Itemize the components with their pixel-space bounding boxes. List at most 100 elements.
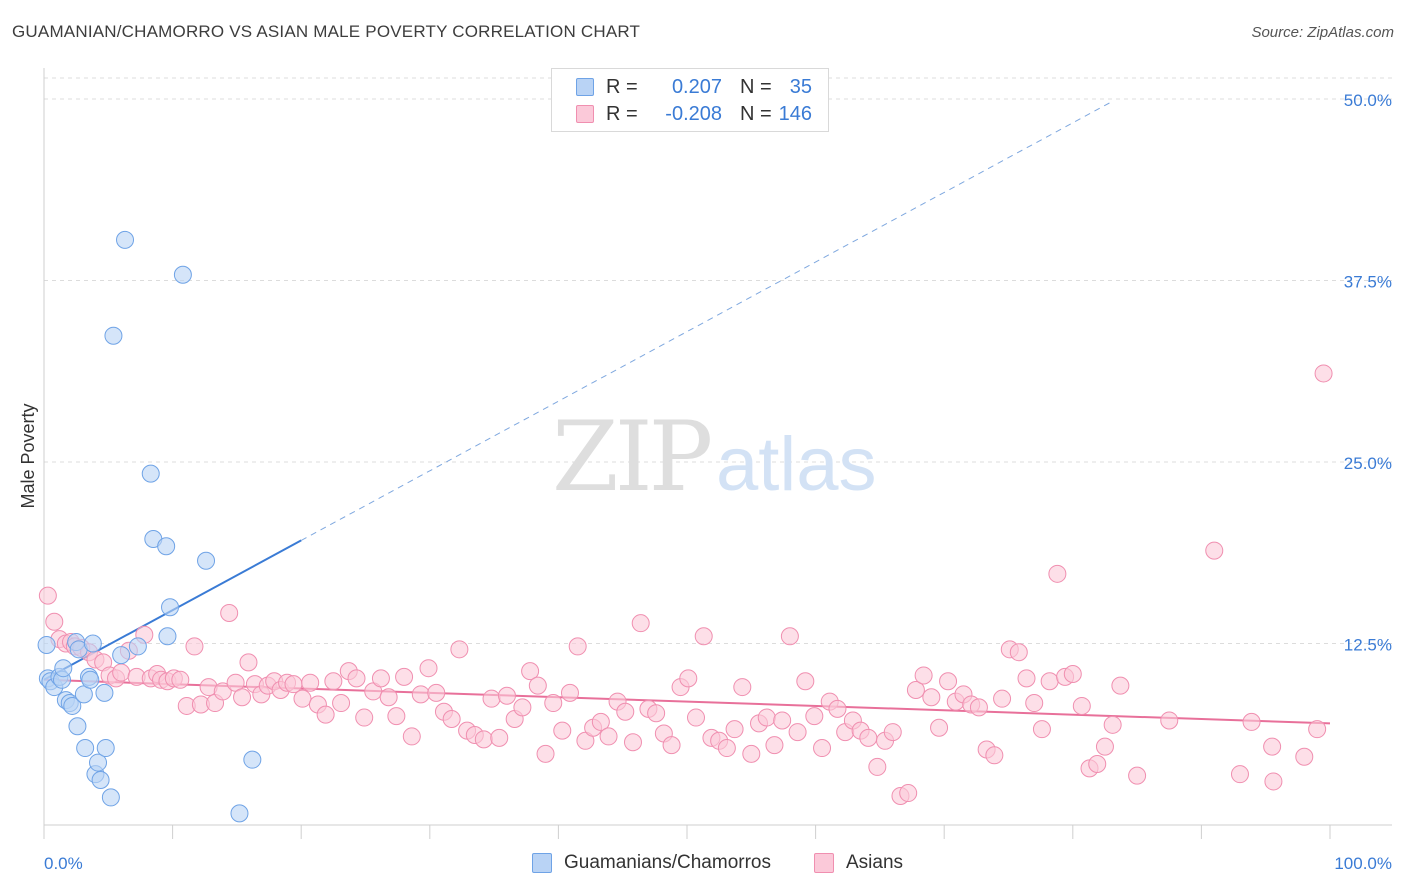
asian-point [1025, 694, 1044, 713]
correlation-legend: R = 0.207 N = 35 R = -0.208 N = 146 [551, 68, 829, 132]
tick-labels: 12.5% 25.0% 37.5% 50.0% 0.0% 100.0% [44, 91, 1392, 873]
legend-row-guamanian: R = 0.207 N = 35 [576, 75, 812, 99]
asian-point [1128, 766, 1147, 785]
guamanian-point [83, 634, 102, 653]
asian-point [687, 708, 706, 727]
asian-point [930, 718, 949, 737]
asian-point [616, 702, 635, 721]
series-legend: Guamanians/Chamorros Asians [0, 852, 1406, 876]
asian-point [1314, 364, 1333, 383]
asian-point [725, 720, 744, 739]
asian-point [985, 746, 1004, 765]
asian-point [969, 698, 988, 717]
asian-point [1264, 772, 1283, 791]
guamanian-point [128, 637, 147, 656]
asian-point [284, 675, 303, 694]
watermark: ZIP atlas [552, 401, 877, 513]
y-axis-label: Male Poverty [18, 403, 38, 508]
legend-swatch-guamanian [576, 78, 594, 96]
legend-n-label: N = [740, 102, 772, 125]
y-tick-label: 12.5% [1344, 636, 1392, 655]
asian-point [868, 757, 887, 776]
series-legend-guamanian[interactable]: Guamanians/Chamorros [532, 852, 771, 874]
legend-n-label: N = [740, 75, 772, 98]
asian-point [757, 708, 776, 727]
asian-point [560, 683, 579, 702]
legend-swatch-asian [576, 105, 594, 123]
asian-point [513, 698, 532, 717]
asian-point [387, 707, 406, 726]
asian-point [679, 669, 698, 688]
asian-point [780, 627, 799, 646]
asian-point [1072, 696, 1091, 715]
asian-point [742, 744, 761, 763]
asian-point [233, 688, 252, 707]
x-tick-label: 0.0% [44, 854, 83, 873]
x-tick-label: 100.0% [1334, 854, 1392, 873]
asian-point [1111, 676, 1130, 695]
asian-point [482, 689, 501, 708]
asian-point [899, 784, 918, 803]
asian-point [474, 730, 493, 749]
asian-point [717, 739, 736, 758]
asian-point [914, 666, 933, 685]
legend-n-value: 35 [789, 75, 812, 98]
guamanian-point [91, 770, 110, 789]
asian-point [1103, 715, 1122, 734]
asian-point [631, 614, 650, 633]
asian-point [788, 723, 807, 742]
watermark-atlas: atlas [716, 422, 877, 507]
asian-point [301, 673, 320, 692]
asian-point [1009, 643, 1028, 662]
legend-r-value: 0.207 [671, 75, 722, 98]
asian-point [1160, 711, 1179, 730]
asian-point [293, 689, 312, 708]
asian-point [765, 736, 784, 755]
asian-point [324, 672, 343, 691]
series-swatch-asian [814, 853, 834, 873]
asian-point [347, 669, 366, 688]
asian-point [599, 727, 618, 746]
guamanian-point [158, 627, 177, 646]
asian-point [623, 733, 642, 752]
asian-point [411, 685, 430, 704]
asian-point [796, 672, 815, 691]
asian-point [379, 688, 398, 707]
guamanian-point [89, 753, 108, 772]
guamanian-point [230, 804, 249, 823]
asian-point [1230, 765, 1249, 784]
guamanian-point [101, 788, 120, 807]
asian-point [939, 672, 958, 691]
asian-point [497, 686, 516, 705]
asian-point [662, 736, 681, 755]
guamanian-point [197, 551, 216, 570]
legend-r-label: R = [606, 75, 638, 98]
asian-point [213, 682, 232, 701]
chart-title: GUAMANIAN/CHAMORRO VS ASIAN MALE POVERTY… [12, 22, 641, 41]
asian-point [828, 699, 847, 718]
asian-point [528, 676, 547, 695]
guamanian-point [161, 598, 180, 617]
legend-n-value: 146 [778, 102, 812, 125]
guamanian-point [54, 659, 73, 678]
asian-point [112, 663, 131, 682]
asian-point [220, 604, 239, 623]
asian-point [239, 653, 258, 672]
asian-point [553, 721, 572, 740]
guamanian-point [68, 717, 87, 736]
guamanian-point [243, 750, 262, 769]
series-label-asian: Asians [846, 852, 904, 873]
asian-point [993, 689, 1012, 708]
guamanian-point [173, 265, 192, 284]
guamanian-point [96, 739, 115, 758]
asian-point [536, 744, 555, 763]
asian-point [490, 728, 509, 747]
y-tick-label: 37.5% [1344, 273, 1392, 292]
asian-point [402, 727, 421, 746]
asian-point [450, 640, 469, 659]
series-legend-asian[interactable]: Asians [814, 852, 903, 874]
watermark-zip: ZIP [552, 401, 711, 513]
asian-point [1205, 541, 1224, 560]
asian-point [773, 711, 792, 730]
asian-point [859, 728, 878, 747]
